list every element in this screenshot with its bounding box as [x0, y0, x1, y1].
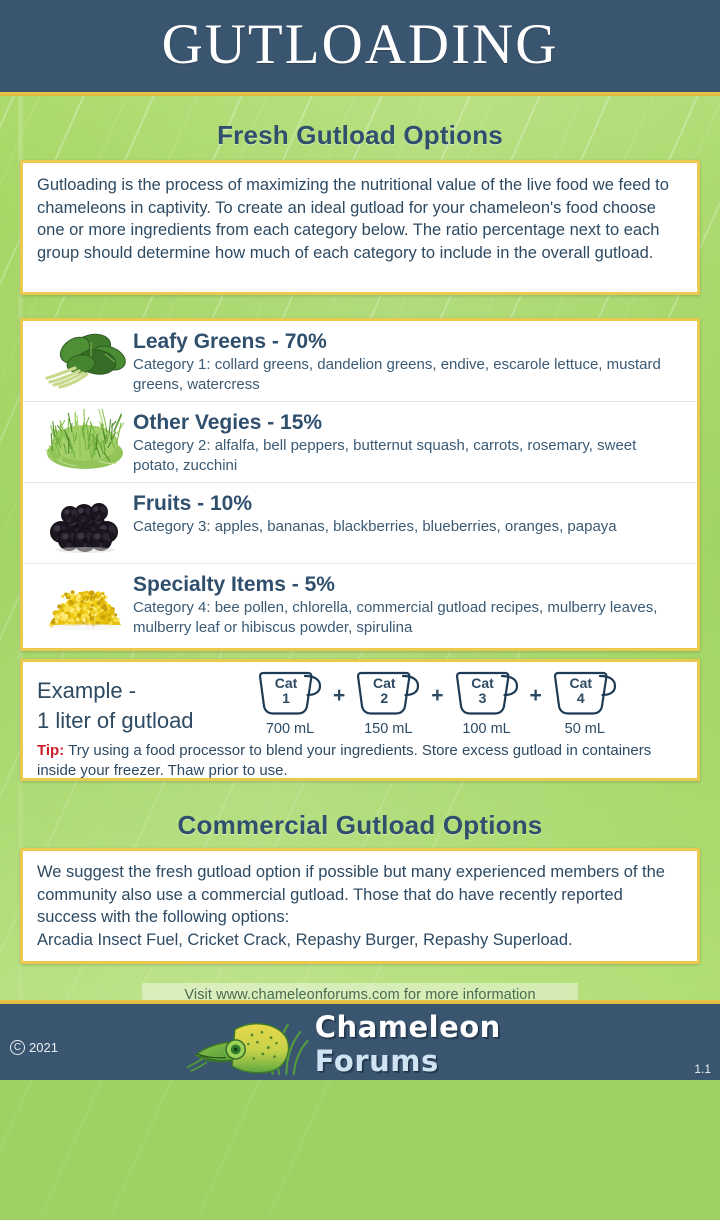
intro-text: Gutloading is the process of maximizing …	[23, 163, 697, 264]
category-row: Fruits - 10% Category 3: apples, bananas…	[23, 482, 697, 563]
copyright-icon: C	[10, 1040, 25, 1055]
category-body: Other Vegies - 15% Category 2: alfalfa, …	[133, 409, 683, 475]
measuring-cup-art: Cat 4	[552, 670, 618, 718]
tip-body: Try using a food processor to blend your…	[37, 742, 651, 779]
tip-keyword: Tip:	[37, 742, 64, 759]
measuring-cup-amount: 50 mL	[565, 721, 605, 737]
category-title: Other Vegies - 15%	[133, 410, 683, 435]
tip-text: Tip: Try using a food processor to blend…	[37, 741, 685, 781]
measuring-cup-label: Cat 3	[454, 676, 512, 706]
category-thumbnail	[37, 490, 133, 556]
brand-logo: Chameleon Forums	[185, 1008, 605, 1080]
measuring-cup-amount: 150 mL	[364, 721, 412, 737]
cup-cat-number: 4	[552, 691, 610, 706]
category-row: Leafy Greens - 70% Category 1: collard g…	[23, 321, 697, 401]
brand-word-2: Forums	[315, 1044, 439, 1078]
intro-panel: Gutloading is the process of maximizing …	[20, 160, 700, 295]
category-thumbnail	[37, 328, 133, 394]
cup-cat-word: Cat	[257, 676, 315, 691]
alfalfa-sprouts-photo	[39, 409, 131, 475]
category-thumbnail	[37, 571, 133, 637]
measuring-cup-unit: Cat 4 50 mL	[547, 670, 623, 737]
cup-cat-word: Cat	[454, 676, 512, 691]
measuring-cup-art: Cat 1	[257, 670, 323, 718]
example-label-line2: 1 liter of gutload	[37, 706, 252, 736]
cup-cat-number: 2	[355, 691, 413, 706]
measuring-cup-art: Cat 2	[355, 670, 421, 718]
example-label: Example - 1 liter of gutload	[37, 670, 252, 736]
measuring-cup-unit: Cat 2 150 mL	[350, 670, 426, 737]
commercial-text-1: We suggest the fresh gutload option if p…	[23, 851, 697, 929]
cup-cat-word: Cat	[355, 676, 413, 691]
bee-pollen-photo	[39, 571, 131, 637]
plus-symbol: +	[328, 670, 350, 708]
category-thumbnail	[37, 409, 133, 475]
brand-word-1: Chameleon	[315, 1010, 501, 1044]
category-description: Category 2: alfalfa, bell peppers, butte…	[133, 436, 683, 475]
brand-text: Chameleon Forums	[315, 1010, 605, 1078]
page-title: GUTLOADING	[162, 16, 559, 77]
measuring-cup-label: Cat 4	[552, 676, 610, 706]
blackberries-photo	[39, 490, 131, 556]
measuring-cup-unit: Cat 1 700 mL	[252, 670, 328, 737]
category-body: Specialty Items - 5% Category 4: bee pol…	[133, 571, 683, 637]
category-description: Category 4: bee pollen, chlorella, comme…	[133, 598, 683, 637]
category-row: Other Vegies - 15% Category 2: alfalfa, …	[23, 401, 697, 482]
plus-symbol: +	[426, 670, 448, 708]
measuring-cup-label: Cat 1	[257, 676, 315, 706]
chameleon-icon	[185, 1008, 321, 1080]
header-gold-divider	[0, 92, 720, 96]
category-description: Category 1: collard greens, dandelion gr…	[133, 355, 683, 394]
cup-cat-number: 3	[454, 691, 512, 706]
commercial-panel: We suggest the fresh gutload option if p…	[20, 848, 700, 964]
commercial-text-2: Arcadia Insect Fuel, Cricket Crack, Repa…	[23, 929, 697, 952]
collard-greens-photo	[39, 328, 131, 394]
category-title: Leafy Greens - 70%	[133, 329, 683, 354]
measuring-cup-amount: 100 mL	[462, 721, 510, 737]
copyright: C 2021	[10, 1040, 58, 1055]
example-label-line1: Example -	[37, 676, 252, 706]
commercial-gutload-heading: Commercial Gutload Options	[0, 810, 720, 841]
page-header: GUTLOADING	[0, 0, 720, 92]
copyright-year: 2021	[29, 1040, 58, 1055]
version-label: 1.1	[694, 1062, 711, 1076]
page-footer: C 2021	[0, 1004, 720, 1080]
category-row: Specialty Items - 5% Category 4: bee pol…	[23, 563, 697, 644]
category-title: Specialty Items - 5%	[133, 572, 683, 597]
category-body: Leafy Greens - 70% Category 1: collard g…	[133, 328, 683, 394]
measuring-cup-unit: Cat 3 100 mL	[449, 670, 525, 737]
category-panel: Leafy Greens - 70% Category 1: collard g…	[20, 318, 700, 651]
example-panel: Example - 1 liter of gutload Cat 1 700 m…	[20, 659, 700, 781]
measuring-cup-art: Cat 3	[454, 670, 520, 718]
category-list: Leafy Greens - 70% Category 1: collard g…	[23, 321, 697, 648]
cup-cat-word: Cat	[552, 676, 610, 691]
plus-symbol: +	[525, 670, 547, 708]
category-title: Fruits - 10%	[133, 491, 683, 516]
cup-cat-number: 1	[257, 691, 315, 706]
category-body: Fruits - 10% Category 3: apples, bananas…	[133, 490, 683, 537]
fresh-gutload-heading: Fresh Gutload Options	[0, 120, 720, 151]
measuring-cup-label: Cat 2	[355, 676, 413, 706]
measuring-cup-amount: 700 mL	[266, 721, 314, 737]
measuring-cup-group: Cat 1 700 mL + Cat 2 150 mL +	[252, 670, 683, 737]
example-row: Example - 1 liter of gutload Cat 1 700 m…	[23, 662, 697, 737]
category-description: Category 3: apples, bananas, blackberrie…	[133, 517, 683, 537]
